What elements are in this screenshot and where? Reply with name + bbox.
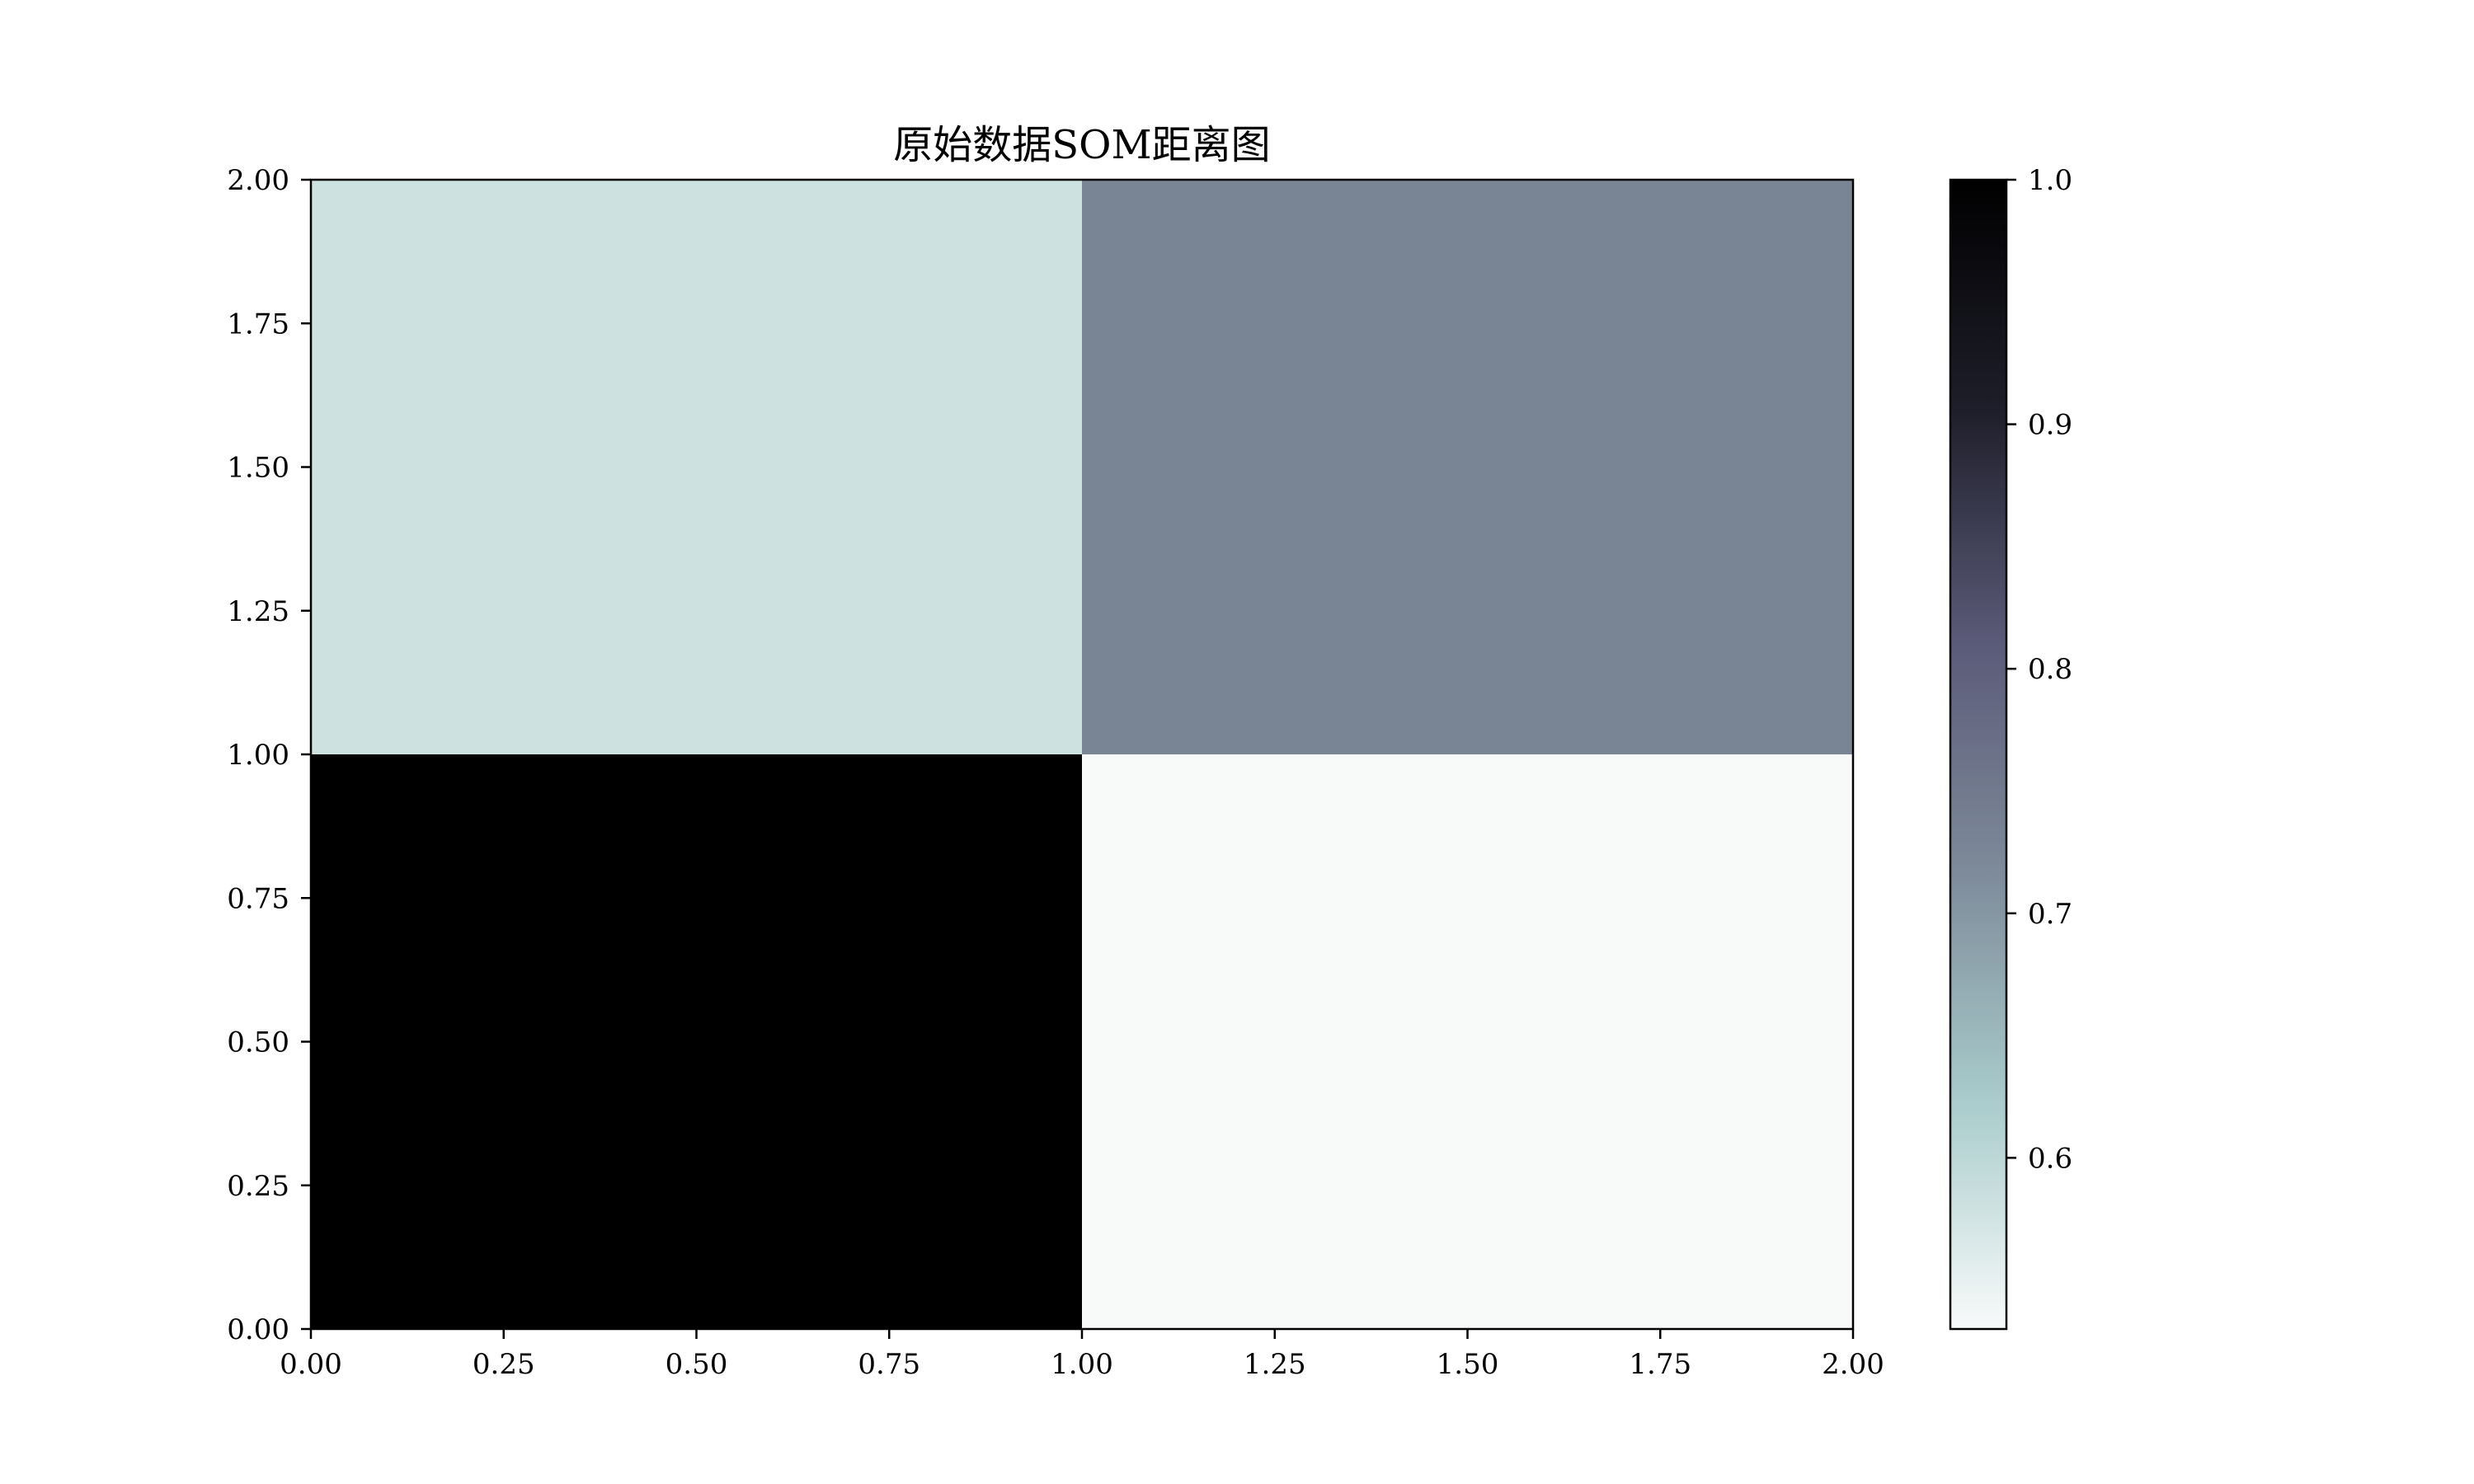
x-tick-label: 1.00	[1051, 1348, 1113, 1381]
colorbar-tick-label: 0.8	[2028, 653, 2072, 686]
x-tick-label: 1.75	[1629, 1348, 1691, 1381]
colorbar-tick-label: 0.6	[2028, 1142, 2072, 1175]
x-tick-label: 0.00	[280, 1348, 342, 1381]
y-tick-label: 0.50	[227, 1026, 289, 1059]
colorbar-tick-label: 1.0	[2028, 164, 2072, 197]
colorbar	[1949, 178, 2008, 1331]
colorbar-axis: 0.6 0.7 0.8 0.9 1.0	[2006, 164, 2072, 1175]
x-tick-label: 0.50	[666, 1348, 728, 1381]
heatmap-cells	[311, 180, 1853, 1329]
heatmap-cell-2	[311, 180, 1082, 754]
y-tick-label: 1.50	[227, 452, 289, 485]
y-tick-label: 1.25	[227, 595, 289, 628]
x-tick-label: 1.50	[1437, 1348, 1499, 1381]
colorbar-tick-label: 0.9	[2028, 409, 2072, 442]
x-axis: 0.00 0.25 0.50 0.75 1.00 1.25 1.50 1.75 2.00	[280, 1329, 1884, 1381]
y-tick-label: 0.00	[227, 1313, 289, 1346]
chart-title: 原始数据SOM距离图	[893, 122, 1270, 168]
y-tick-label: 0.25	[227, 1170, 289, 1203]
y-axis: 0.00 0.25 0.50 0.75 1.00 1.25 1.50 1.75 2.00	[227, 164, 311, 1346]
heatmap-cell-3	[1082, 180, 1853, 754]
x-tick-label: 0.75	[858, 1348, 920, 1381]
x-tick-label: 1.25	[1244, 1348, 1306, 1381]
x-tick-label: 0.25	[473, 1348, 535, 1381]
colorbar-tick-label: 0.7	[2028, 898, 2072, 931]
y-tick-label: 0.75	[227, 882, 289, 915]
y-tick-label: 2.00	[227, 164, 289, 197]
y-tick-label: 1.00	[227, 739, 289, 772]
heatmap-cell-1	[1082, 754, 1853, 1329]
x-tick-label: 2.00	[1822, 1348, 1884, 1381]
y-tick-label: 1.75	[227, 308, 289, 340]
heatmap-cell-0	[311, 754, 1082, 1329]
